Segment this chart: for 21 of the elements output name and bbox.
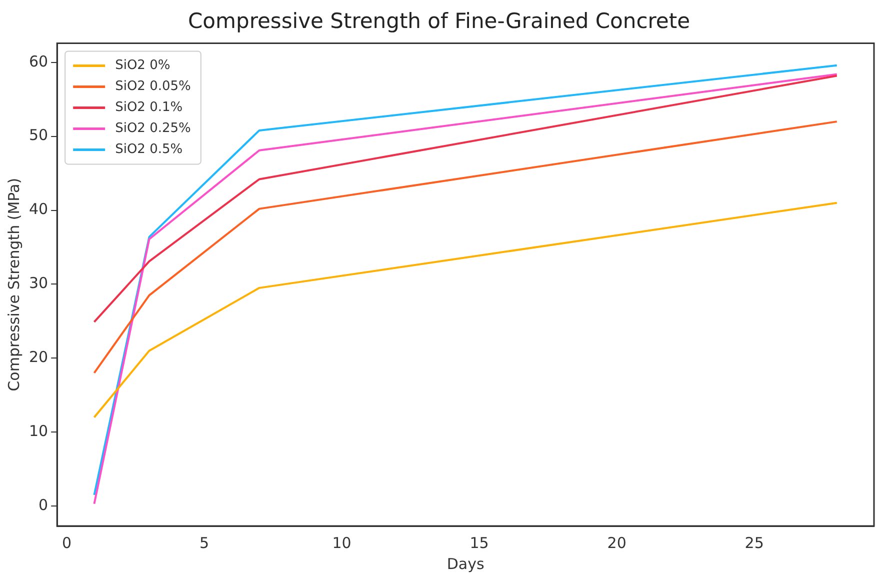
legend-label: SiO2 0.05% bbox=[115, 79, 191, 94]
legend-label: SiO2 0.25% bbox=[115, 121, 191, 136]
x-tick-label: 15 bbox=[470, 534, 489, 552]
y-tick-label: 0 bbox=[38, 496, 48, 514]
legend-label: SiO2 0.5% bbox=[115, 142, 183, 158]
y-tick-label: 30 bbox=[28, 274, 48, 292]
y-tick-label: 20 bbox=[28, 348, 48, 366]
y-tick-label: 10 bbox=[28, 422, 48, 440]
y-axis-title: Compressive Strength (MPa) bbox=[4, 178, 23, 392]
y-tick-label: 60 bbox=[28, 52, 48, 70]
legend-label: SiO2 0.1% bbox=[115, 100, 183, 116]
x-axis-title: Days bbox=[446, 554, 484, 573]
y-tick-label: 40 bbox=[28, 200, 48, 218]
x-tick-label: 25 bbox=[744, 534, 764, 552]
chart-title: Compressive Strength of Fine-Grained Concrete bbox=[188, 9, 690, 34]
x-tick-label: 0 bbox=[62, 534, 72, 552]
x-tick-label: 5 bbox=[199, 534, 210, 552]
x-tick-label: 20 bbox=[607, 534, 626, 552]
legend-label: SiO2 0% bbox=[115, 58, 170, 74]
y-tick-label: 50 bbox=[28, 126, 48, 144]
x-tick-label: 10 bbox=[332, 534, 352, 552]
